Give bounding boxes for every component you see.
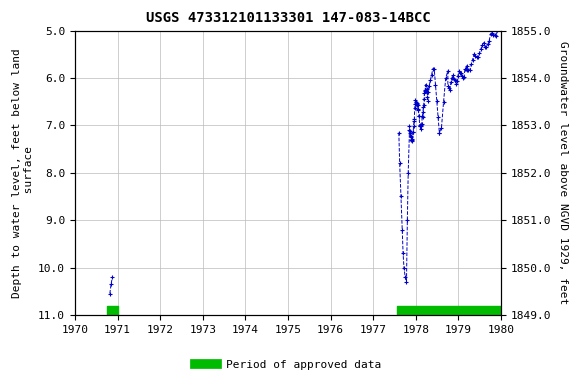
- Title: USGS 473312101133301 147-083-14BCC: USGS 473312101133301 147-083-14BCC: [146, 12, 430, 25]
- Y-axis label: Groundwater level above NGVD 1929, feet: Groundwater level above NGVD 1929, feet: [558, 41, 568, 305]
- Legend: Period of approved data: Period of approved data: [191, 356, 385, 375]
- Y-axis label: Depth to water level, feet below land
 surface: Depth to water level, feet below land su…: [13, 48, 34, 298]
